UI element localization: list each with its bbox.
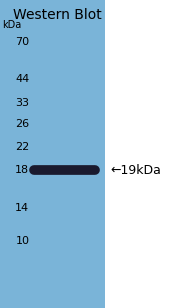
Text: Western Blot: Western Blot [13, 8, 101, 22]
Text: kDa: kDa [2, 20, 21, 30]
Text: 14: 14 [15, 203, 29, 213]
Text: 33: 33 [15, 98, 29, 108]
Text: ←19kDa: ←19kDa [110, 164, 161, 176]
Bar [0, 0, 105, 308]
Text: 22: 22 [15, 142, 29, 152]
Text: 70: 70 [15, 37, 29, 47]
Text: 18: 18 [15, 165, 29, 175]
Text: 26: 26 [15, 119, 29, 129]
Text: 44: 44 [15, 74, 29, 83]
Text: 10: 10 [15, 236, 29, 246]
